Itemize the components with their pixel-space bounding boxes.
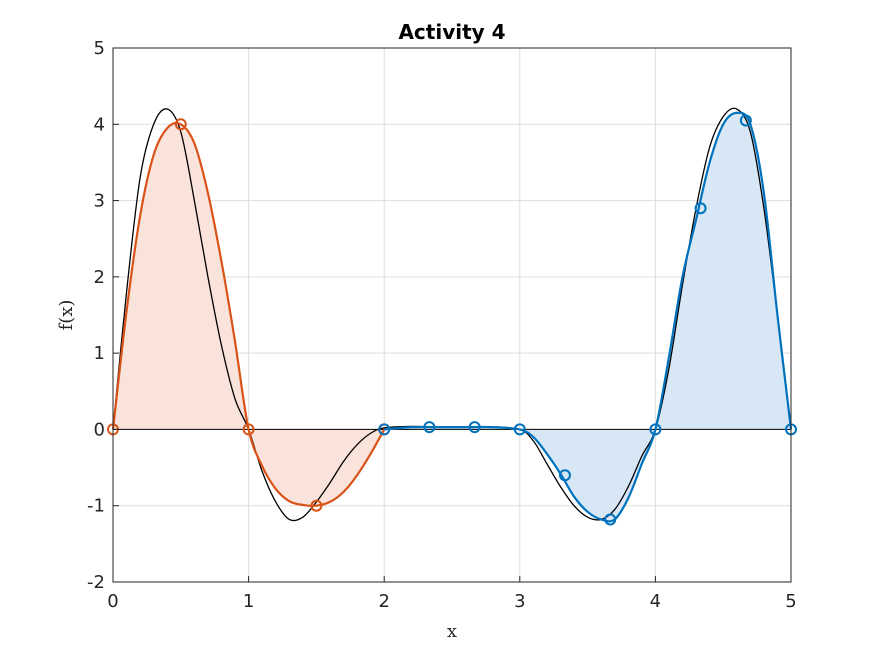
data-point-marker [242, 423, 255, 436]
series-line-interpolant-segment-1 [111, 121, 386, 508]
chart-title: Activity 4 [398, 20, 505, 44]
x-tick-label: 5 [785, 591, 796, 612]
data-point-marker [174, 118, 187, 131]
y-axis-label: f(x) [56, 300, 77, 331]
y-tick-label: 4 [94, 114, 105, 135]
tick-labels: 0 1 2 3 4 5 -2 -1 0 1 2 3 4 5 [87, 38, 797, 612]
y-tick-label: 3 [94, 191, 105, 212]
x-tick-label: 0 [107, 591, 118, 612]
series-line-interpolant-segment-2 [384, 111, 793, 523]
y-tick-label: -2 [87, 572, 105, 593]
data-point-marker [310, 499, 323, 512]
x-tick-label: 1 [243, 591, 254, 612]
y-tick-label: -1 [87, 496, 105, 517]
data-point-marker [739, 114, 752, 127]
data-point-marker [694, 202, 707, 215]
data-point-marker [558, 469, 571, 482]
y-tick-label: 5 [94, 38, 105, 59]
x-tick-label: 3 [514, 591, 525, 612]
area-fill-interpolant-segment-1 [113, 123, 385, 506]
area-fills [113, 112, 791, 522]
y-tick-label: 1 [94, 343, 105, 364]
data-point-marker [604, 513, 617, 526]
data-point-marker [649, 423, 662, 436]
data-point-marker [423, 421, 436, 434]
data-point-marker [513, 423, 526, 436]
data-point-marker [378, 423, 391, 436]
y-tick-label: 2 [94, 267, 105, 288]
plot-box [112, 47, 792, 583]
y-tick-label: 0 [94, 419, 105, 440]
area-fill-interpolant-segment-2 [384, 112, 791, 522]
x-axis-label: x [447, 621, 457, 642]
data-point-marker [468, 421, 481, 434]
x-tick-label: 2 [378, 591, 389, 612]
x-tick-label: 4 [650, 591, 661, 612]
